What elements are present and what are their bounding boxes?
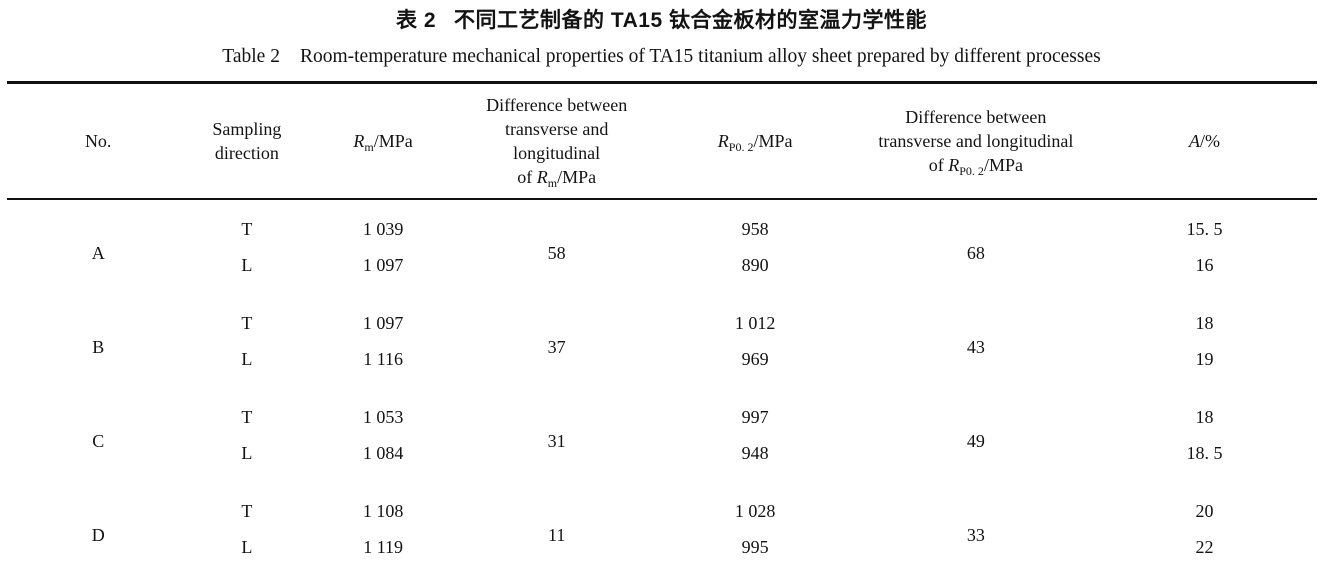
cell-no: D [91,524,105,545]
cell-no: B [92,336,105,357]
cell-rm: 1 039 [362,219,404,239]
cell-rp02: 997 [741,407,769,427]
cell-diff-rp02: 49 [966,430,985,451]
header-diff-rp02-line3: of RP0. 2/MPa [928,155,1023,178]
cell-elongation: 18 [1195,313,1214,333]
cell-direction: L [241,349,253,369]
header-diff-rm-line2: transverse and longitudinal [504,119,609,163]
table-row: A T 1 039 58 958 68 15. 5 [7,199,1317,263]
cell-rm: 1 053 [362,407,404,427]
table-title-zh-text: 不同工艺制备的 TA15 钛合金板材的室温力学性能 [454,9,927,32]
cell-rp02: 969 [741,349,769,369]
cell-rp02: 958 [741,219,769,239]
cell-diff-rp02: 68 [966,242,985,263]
cell-direction: T [241,501,253,521]
table-row: B T 1 097 37 1 012 43 18 [7,294,1317,357]
header-elongation: A/% [1188,131,1220,151]
cell-diff-rp02: 43 [966,336,985,357]
cell-rp02: 995 [741,537,769,557]
table-row: D T 1 108 11 1 028 33 20 [7,482,1317,545]
cell-rm: 1 084 [362,443,404,463]
cell-elongation: 22 [1195,537,1214,557]
table-row: C T 1 053 31 997 49 18 [7,388,1317,451]
header-sampling-direction: Sampling direction [190,83,304,200]
cell-no: C [92,430,105,451]
cell-direction: T [241,407,253,427]
table-title-en-label: Table 2 [222,46,280,67]
cell-elongation: 16 [1195,255,1214,275]
header-diff-rm: Difference between transverse and longit… [462,83,651,200]
cell-rm: 1 097 [362,255,404,275]
cell-diff-rm: 58 [547,242,566,263]
cell-rp02: 890 [741,255,769,275]
cell-direction: L [241,537,253,557]
table-row: L 1 097 890 16 [7,247,1317,294]
table-title-zh: 表 2 不同工艺制备的 TA15 钛合金板材的室温力学性能 [0,6,1323,36]
table-row: L 1 119 995 22 [7,529,1317,565]
header-sampling-line1: Sampling [212,119,282,139]
cell-rm: 1 116 [363,349,404,369]
cell-rm: 1 097 [362,313,404,333]
cell-rp02: 1 012 [734,313,776,333]
cell-direction: T [241,219,253,239]
header-diff-rm-line3: of Rm/MPa [517,167,597,190]
cell-rp02: 1 028 [734,501,776,521]
table-row: L 1 084 948 18. 5 [7,435,1317,482]
cell-rm: 1 108 [362,501,404,521]
header-diff-rp02-line1: Difference between [905,107,1047,127]
header-no: No. [84,131,112,151]
cell-diff-rm: 37 [547,336,566,357]
cell-rp02: 948 [741,443,769,463]
table-title-en-text: Room-temperature mechanical properties o… [299,46,1101,67]
cell-elongation: 19 [1195,349,1214,369]
header-diff-rp02-line2: transverse and longitudinal [878,131,1074,151]
cell-diff-rm: 11 [548,524,566,545]
cell-no: A [91,242,105,263]
header-rm: Rm/MPa [353,131,413,154]
cell-elongation: 15. 5 [1186,219,1223,239]
cell-direction: T [241,313,253,333]
header-sampling-line2: direction [214,143,279,163]
cell-elongation: 18. 5 [1186,443,1223,463]
table-title-en: Table 2 Room-temperature mechanical prope… [0,42,1323,72]
cell-direction: L [241,443,253,463]
header-diff-rp02: Difference between transverse and longit… [859,83,1092,200]
cell-elongation: 18 [1195,407,1214,427]
cell-rm: 1 119 [363,537,404,557]
header-rp02: RP0. 2/MPa [717,131,793,154]
table-row: L 1 116 969 19 [7,341,1317,388]
header-row: No. Sampling direction Rm/MPa Difference… [6,83,1317,200]
table-title-zh-label: 表 2 [396,9,437,32]
mechanical-properties-table: No. Sampling direction Rm/MPa Difference… [6,81,1317,565]
cell-elongation: 20 [1195,501,1214,521]
header-diff-rm-line1: Difference between [486,95,628,115]
cell-diff-rm: 31 [547,430,566,451]
cell-direction: L [241,255,253,275]
cell-diff-rp02: 33 [966,524,985,545]
